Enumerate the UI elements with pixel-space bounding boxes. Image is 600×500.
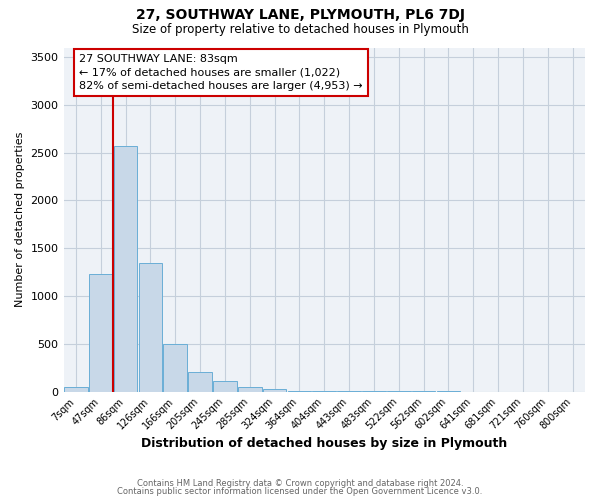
Text: 27, SOUTHWAY LANE, PLYMOUTH, PL6 7DJ: 27, SOUTHWAY LANE, PLYMOUTH, PL6 7DJ <box>136 8 464 22</box>
Bar <box>139 262 162 392</box>
Bar <box>114 146 137 392</box>
Bar <box>287 390 311 392</box>
Text: 27 SOUTHWAY LANE: 83sqm
← 17% of detached houses are smaller (1,022)
82% of semi: 27 SOUTHWAY LANE: 83sqm ← 17% of detache… <box>79 54 363 91</box>
Bar <box>163 344 187 392</box>
Bar <box>213 381 237 392</box>
X-axis label: Distribution of detached houses by size in Plymouth: Distribution of detached houses by size … <box>141 437 508 450</box>
Bar <box>238 387 262 392</box>
Bar <box>188 372 212 392</box>
Text: Contains public sector information licensed under the Open Government Licence v3: Contains public sector information licen… <box>118 487 482 496</box>
Text: Contains HM Land Registry data © Crown copyright and database right 2024.: Contains HM Land Registry data © Crown c… <box>137 478 463 488</box>
Y-axis label: Number of detached properties: Number of detached properties <box>15 132 25 307</box>
Bar <box>64 387 88 392</box>
Text: Size of property relative to detached houses in Plymouth: Size of property relative to detached ho… <box>131 22 469 36</box>
Bar <box>89 274 113 392</box>
Bar <box>263 388 286 392</box>
